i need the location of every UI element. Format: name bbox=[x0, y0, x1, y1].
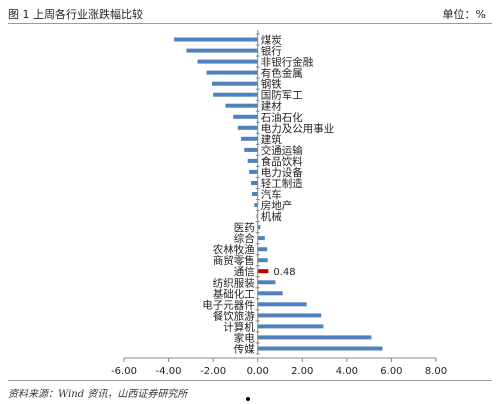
bars-group bbox=[174, 37, 383, 351]
category-label: 交通运输 bbox=[261, 144, 303, 157]
page-dot bbox=[246, 397, 250, 401]
bar-交通运输 bbox=[244, 147, 258, 152]
bottom-rule bbox=[8, 380, 492, 381]
category-label: 国防军工 bbox=[261, 89, 303, 102]
figure-header: 图 1 上周各行业涨跌幅比较 单位：% bbox=[8, 6, 492, 22]
x-tick-label: -6.00 bbox=[111, 366, 137, 377]
x-tick-label: 4.00 bbox=[336, 366, 358, 377]
bar-食品饮料 bbox=[247, 158, 258, 163]
category-label: 餐饮旅游 bbox=[213, 309, 255, 322]
category-label: 传媒 bbox=[234, 343, 255, 356]
bar-电力设备 bbox=[249, 169, 258, 174]
bar-轻工制造 bbox=[251, 181, 258, 185]
bar-国防军工 bbox=[213, 92, 258, 97]
category-label: 有色金属 bbox=[261, 67, 303, 80]
bar-银行 bbox=[186, 48, 258, 53]
category-label: 银行 bbox=[261, 45, 282, 58]
data-label-通信: 0.48 bbox=[273, 267, 295, 278]
bar-农林牧渔 bbox=[257, 247, 268, 252]
category-label: 基础化工 bbox=[213, 287, 255, 300]
category-label: 煤炭 bbox=[261, 34, 282, 47]
bar-钢铁 bbox=[212, 81, 258, 86]
axes-group: -6.00 -4.00 -2.00 0.00 2.00 4.00 6.00 8.00 bbox=[111, 30, 447, 377]
bar-机械 bbox=[256, 214, 258, 219]
bar-计算机 bbox=[257, 324, 324, 329]
category-label: 汽车 bbox=[261, 188, 282, 201]
category-label: 商贸零售 bbox=[213, 254, 255, 267]
category-label: 轻工制造 bbox=[261, 177, 303, 190]
bar-餐饮旅游 bbox=[257, 313, 322, 318]
category-label: 房地产 bbox=[261, 199, 293, 212]
category-label: 石油石化 bbox=[261, 111, 303, 124]
bar-汽车 bbox=[252, 192, 258, 196]
category-label: 建筑 bbox=[261, 133, 282, 146]
category-label: 家电 bbox=[234, 331, 255, 344]
x-tick-label: 8.00 bbox=[425, 366, 447, 377]
x-tick-label: 0.00 bbox=[247, 366, 269, 377]
x-tick-label: 2.00 bbox=[291, 366, 313, 377]
bar-煤炭 bbox=[174, 37, 258, 42]
category-label: 钢铁 bbox=[261, 78, 282, 91]
bar-家电 bbox=[257, 335, 372, 340]
bar-电子元器件 bbox=[257, 302, 307, 307]
bar-chart: -6.00 -4.00 -2.00 0.00 2.00 4.00 6.00 8.00 煤炭银行… bbox=[111, 30, 447, 377]
bar-房地产 bbox=[254, 203, 258, 207]
category-label: 通信 bbox=[234, 266, 255, 278]
category-label: 综合 bbox=[234, 232, 255, 245]
bar-纺织服装 bbox=[257, 280, 276, 285]
bar-综合 bbox=[257, 236, 265, 241]
category-label: 医药 bbox=[234, 222, 255, 234]
category-label: 电力及公用事业 bbox=[261, 122, 335, 135]
category-label: 计算机 bbox=[223, 320, 255, 333]
bar-建材 bbox=[225, 103, 258, 108]
bar-石油石化 bbox=[233, 114, 258, 119]
labels-group: 煤炭银行非银行金融有色金属钢铁国防军工建材石油石化电力及公用事业建筑交通运输食品… bbox=[202, 34, 334, 356]
category-label: 食品饮料 bbox=[261, 155, 303, 168]
category-label: 建材 bbox=[261, 100, 282, 113]
bar-建筑 bbox=[241, 136, 258, 141]
source-note: 资料来源：Wind 资讯，山西证券研究所 bbox=[8, 389, 188, 400]
bar-电力及公用事业 bbox=[237, 125, 258, 130]
top-rule bbox=[8, 23, 492, 24]
bar-有色金属 bbox=[206, 70, 258, 75]
bar-非银行金融 bbox=[197, 59, 258, 64]
category-label: 机械 bbox=[261, 210, 282, 223]
bar-基础化工 bbox=[257, 291, 283, 296]
figure-title: 图 1 上周各行业涨跌幅比较 bbox=[8, 8, 143, 21]
x-tick-label: 6.00 bbox=[380, 366, 402, 377]
category-label: 电力设备 bbox=[261, 166, 303, 179]
bar-通信 bbox=[257, 269, 269, 274]
category-label: 非银行金融 bbox=[261, 56, 314, 69]
bar-商贸零售 bbox=[257, 258, 268, 263]
bar-传媒 bbox=[257, 346, 383, 351]
category-label: 农林牧渔 bbox=[213, 243, 255, 256]
x-tick-label: -4.00 bbox=[156, 366, 182, 377]
unit-label: 单位：% bbox=[442, 8, 486, 21]
bar-医药 bbox=[257, 225, 261, 230]
category-label: 纺织服装 bbox=[213, 276, 255, 289]
x-tick-label: -2.00 bbox=[200, 366, 226, 377]
category-label: 电子元器件 bbox=[202, 298, 255, 311]
